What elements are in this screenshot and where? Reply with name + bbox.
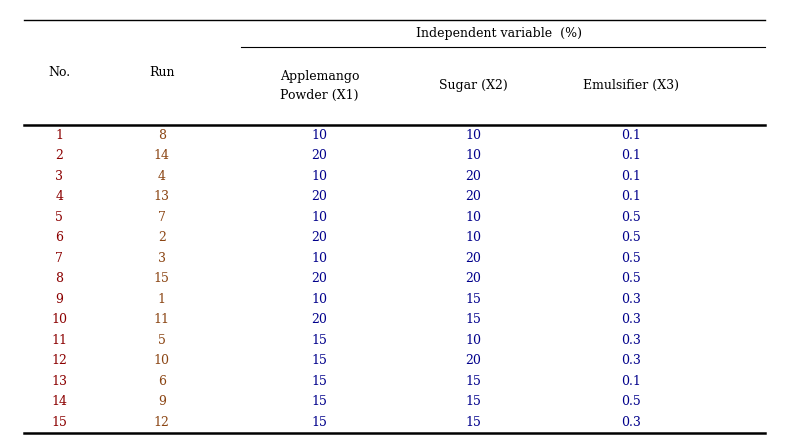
Text: 13: 13 [154, 190, 170, 203]
Text: Emulsifier (X3): Emulsifier (X3) [583, 79, 679, 92]
Text: 0.1: 0.1 [621, 149, 641, 162]
Text: Applemango
Powder (X1): Applemango Powder (X1) [280, 70, 359, 102]
Text: 0.3: 0.3 [621, 354, 641, 368]
Text: 10: 10 [466, 231, 481, 244]
Text: 7: 7 [55, 252, 63, 265]
Text: 0.1: 0.1 [621, 190, 641, 203]
Text: Run: Run [149, 66, 174, 79]
Text: 10: 10 [51, 313, 67, 326]
Text: 11: 11 [51, 334, 67, 347]
Text: 0.3: 0.3 [621, 334, 641, 347]
Text: 20: 20 [466, 272, 481, 285]
Text: 4: 4 [55, 190, 63, 203]
Text: 5: 5 [158, 334, 166, 347]
Text: 20: 20 [466, 190, 481, 203]
Text: 15: 15 [312, 395, 327, 409]
Text: 6: 6 [55, 231, 63, 244]
Text: 15: 15 [466, 293, 481, 306]
Text: 3: 3 [55, 169, 63, 183]
Text: 0.1: 0.1 [621, 128, 641, 142]
Text: 10: 10 [466, 334, 481, 347]
Text: 10: 10 [312, 293, 327, 306]
Text: 5: 5 [55, 211, 63, 224]
Text: 7: 7 [158, 211, 166, 224]
Text: 0.1: 0.1 [621, 375, 641, 388]
Text: 15: 15 [312, 334, 327, 347]
Text: Independent variable  (%): Independent variable (%) [416, 27, 582, 40]
Text: 10: 10 [154, 354, 170, 368]
Text: 15: 15 [466, 395, 481, 409]
Text: 15: 15 [466, 313, 481, 326]
Text: 9: 9 [55, 293, 63, 306]
Text: 20: 20 [312, 272, 327, 285]
Text: 10: 10 [466, 211, 481, 224]
Text: 20: 20 [466, 169, 481, 183]
Text: 20: 20 [466, 354, 481, 368]
Text: 10: 10 [312, 252, 327, 265]
Text: Sugar (X2): Sugar (X2) [439, 79, 508, 92]
Text: 8: 8 [158, 128, 166, 142]
Text: 10: 10 [312, 169, 327, 183]
Text: 15: 15 [312, 354, 327, 368]
Text: 15: 15 [466, 416, 481, 429]
Text: 14: 14 [51, 395, 67, 409]
Text: 10: 10 [312, 211, 327, 224]
Text: 15: 15 [466, 375, 481, 388]
Text: 0.5: 0.5 [621, 252, 641, 265]
Text: 20: 20 [312, 231, 327, 244]
Text: 1: 1 [55, 128, 63, 142]
Text: 9: 9 [158, 395, 166, 409]
Text: 0.3: 0.3 [621, 416, 641, 429]
Text: 8: 8 [55, 272, 63, 285]
Text: 20: 20 [312, 190, 327, 203]
Text: 20: 20 [312, 313, 327, 326]
Text: 12: 12 [154, 416, 170, 429]
Text: 10: 10 [312, 128, 327, 142]
Text: No.: No. [48, 66, 70, 79]
Text: 12: 12 [51, 354, 67, 368]
Text: 0.3: 0.3 [621, 293, 641, 306]
Text: 10: 10 [466, 128, 481, 142]
Text: 3: 3 [158, 252, 166, 265]
Text: 2: 2 [158, 231, 166, 244]
Text: 1: 1 [158, 293, 166, 306]
Text: 13: 13 [51, 375, 67, 388]
Text: 0.5: 0.5 [621, 211, 641, 224]
Text: 11: 11 [154, 313, 170, 326]
Text: 0.5: 0.5 [621, 272, 641, 285]
Text: 20: 20 [466, 252, 481, 265]
Text: 0.5: 0.5 [621, 395, 641, 409]
Text: 20: 20 [312, 149, 327, 162]
Text: 0.5: 0.5 [621, 231, 641, 244]
Text: 15: 15 [312, 375, 327, 388]
Text: 6: 6 [158, 375, 166, 388]
Text: 10: 10 [466, 149, 481, 162]
Text: 0.3: 0.3 [621, 313, 641, 326]
Text: 15: 15 [51, 416, 67, 429]
Text: 15: 15 [312, 416, 327, 429]
Text: 2: 2 [55, 149, 63, 162]
Text: 14: 14 [154, 149, 170, 162]
Text: 15: 15 [154, 272, 170, 285]
Text: 4: 4 [158, 169, 166, 183]
Text: 0.1: 0.1 [621, 169, 641, 183]
